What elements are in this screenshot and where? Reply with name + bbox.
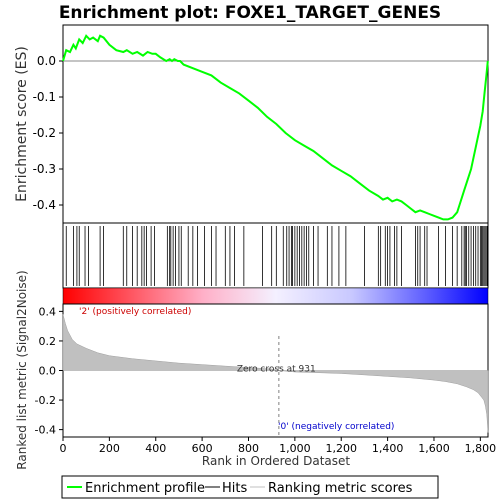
x-tick-label: 800 bbox=[238, 442, 259, 455]
x-axis-label: Rank in Ordered Dataset bbox=[202, 454, 350, 468]
es-y-tick-label: -0.4 bbox=[33, 198, 56, 212]
x-tick-label: 1,000 bbox=[279, 442, 311, 455]
chart-title: Enrichment plot: FOXE1_TARGET_GENES bbox=[59, 3, 441, 23]
es-y-axis-label: Enrichment score (ES) bbox=[14, 46, 30, 202]
x-tick-label: 400 bbox=[145, 442, 166, 455]
metric-y-tick-label: -0.2 bbox=[35, 394, 56, 407]
x-tick-label: 200 bbox=[99, 442, 120, 455]
hits-panel-frame bbox=[62, 222, 489, 289]
hit-markers bbox=[65, 226, 488, 286]
es-y-tick-label: -0.1 bbox=[33, 90, 56, 104]
rank-color-bar bbox=[62, 287, 489, 305]
metric-y-tick-label: 0.0 bbox=[39, 365, 57, 378]
positive-correlation-label: '2' (positively correlated) bbox=[79, 307, 191, 317]
legend-metric-label: Ranking metric scores bbox=[268, 481, 413, 496]
x-tick-label: 1,600 bbox=[418, 442, 450, 455]
legend-es-label: Enrichment profile bbox=[85, 481, 205, 496]
legend-hits-label: Hits bbox=[222, 481, 247, 496]
x-tick-label: 600 bbox=[192, 442, 213, 455]
x-tick-label: 1,400 bbox=[372, 442, 404, 455]
metric-y-tick-label: 0.2 bbox=[39, 335, 57, 348]
es-y-axis: 0.0 -0.1 -0.2 -0.3 -0.4 bbox=[33, 54, 63, 212]
metric-y-tick-label: -0.4 bbox=[35, 424, 56, 437]
es-y-tick-label: 0.0 bbox=[37, 54, 56, 68]
metric-y-tick-label: 0.4 bbox=[39, 305, 57, 318]
es-y-tick-label: -0.3 bbox=[33, 162, 56, 176]
negative-correlation-label: '0' (negatively correlated) bbox=[278, 422, 394, 432]
ranking-metric-area bbox=[62, 314, 489, 433]
x-tick-label: 0 bbox=[60, 442, 67, 455]
metric-y-axis: 0.4 0.2 0.0 -0.2 -0.4 bbox=[35, 305, 63, 437]
zero-cross-label: Zero cross at 931 bbox=[237, 365, 316, 375]
x-tick-label: 1,200 bbox=[325, 442, 357, 455]
enrichment-profile-line bbox=[62, 34, 489, 221]
metric-y-axis-label: Ranked list metric (Signal2Noise) bbox=[15, 270, 29, 469]
es-y-tick-label: -0.2 bbox=[33, 126, 56, 140]
x-axis: 0 200 400 600 800 1,000 1,200 1,400 1,600 1,800 bbox=[60, 437, 497, 455]
x-tick-label: 1,800 bbox=[465, 442, 497, 455]
